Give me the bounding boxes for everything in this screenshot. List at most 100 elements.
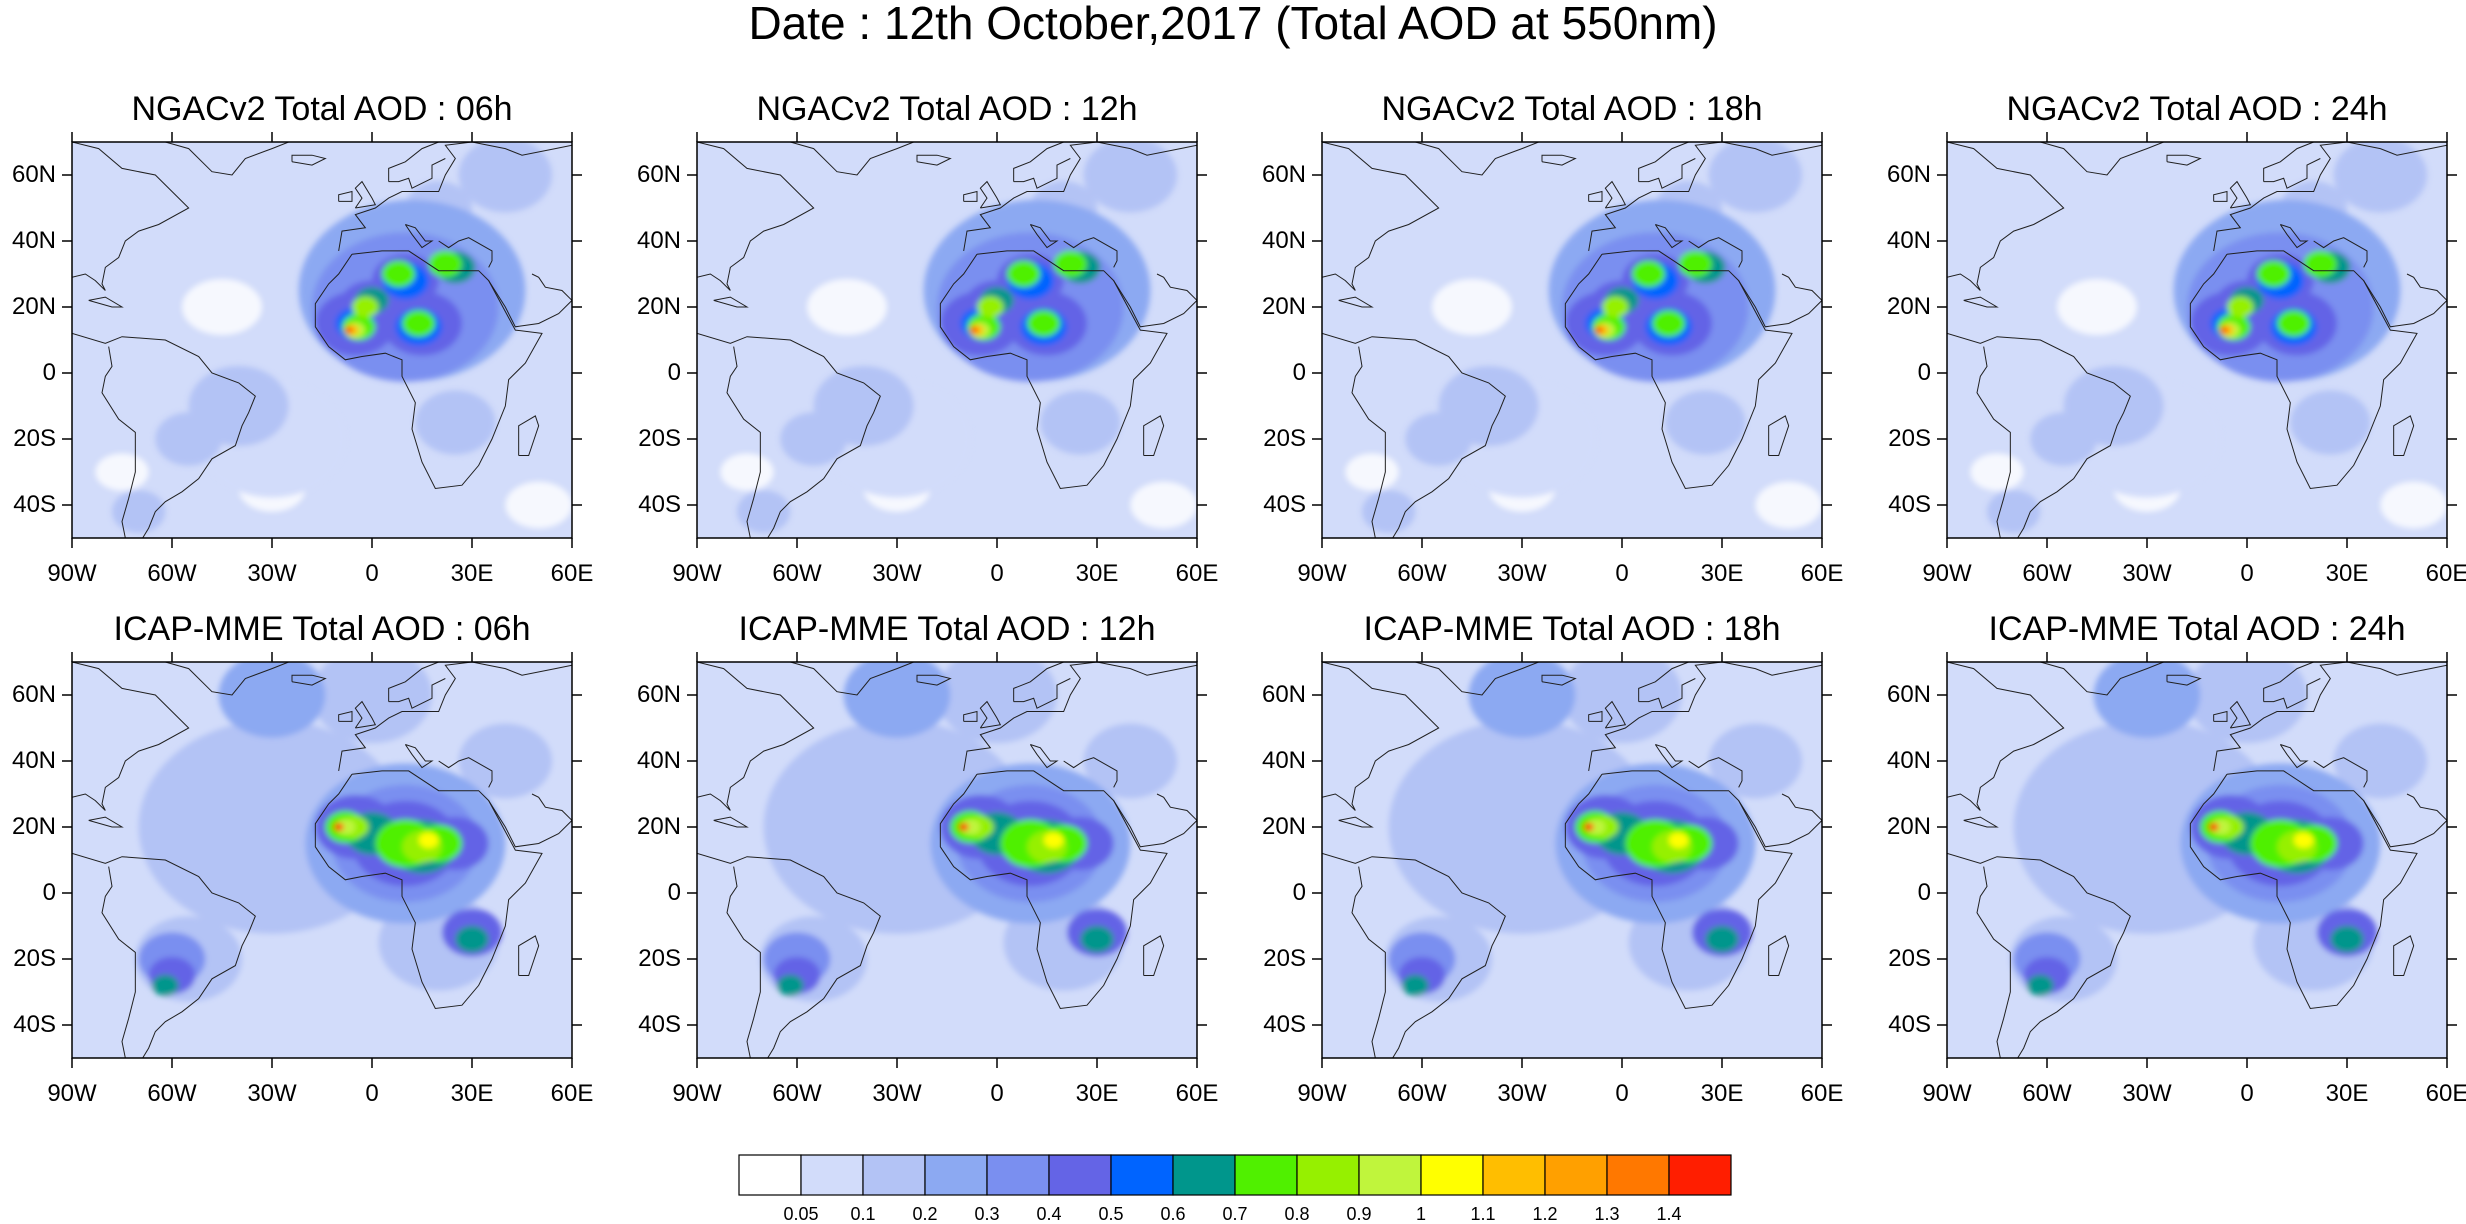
coastline (2229, 180, 2252, 209)
coastline (1588, 710, 1603, 722)
x-tick-label: 0 (990, 560, 1004, 587)
coastline (1963, 816, 1999, 828)
colorbar-swatch (1296, 1154, 1360, 1196)
colorbar-swatch (1482, 1154, 1546, 1196)
coastline (88, 296, 124, 308)
y-tick-label: 20N (1886, 293, 1931, 320)
coastline (291, 674, 327, 686)
y-tick-label: 20S (1263, 425, 1306, 452)
coastline (2263, 662, 2318, 702)
x-tick-label: 30W (2122, 560, 2172, 587)
coastline (2363, 273, 2447, 328)
y-tick-label: 40N (1261, 227, 1306, 254)
coastline (1113, 273, 1197, 328)
x-tick-label: 60E (2425, 1080, 2466, 1107)
colorbar-label: 1.3 (1594, 1204, 1620, 1224)
coastline (916, 154, 952, 166)
aod-field-cell (2293, 832, 2314, 849)
y-tick-label: 60N (636, 161, 681, 188)
y-tick-label: 40N (1886, 227, 1931, 254)
aod-field-cell (152, 974, 179, 997)
y-tick-label: 20S (638, 425, 681, 452)
y-tick-label: 20N (1261, 293, 1306, 320)
map-frame (696, 141, 1198, 539)
x-tick-label: 60W (1397, 560, 1447, 587)
aod-field-cell (2380, 481, 2447, 529)
x-tick-label: 0 (990, 1080, 1004, 1107)
y-tick-label: 60N (1886, 681, 1931, 708)
x-tick-label: 30W (2122, 1080, 2172, 1107)
coastline (1013, 142, 1068, 182)
aod-field-cell (1970, 453, 2024, 491)
x-tick-label: 0 (1615, 1080, 1629, 1107)
x-tick-label: 0 (365, 1080, 379, 1107)
y-tick-label: 0 (1292, 359, 1306, 386)
x-tick-label: 60W (1397, 1080, 1447, 1107)
panel-title: ICAP-MME Total AOD : 06h (113, 610, 531, 648)
aod-field-cell (155, 412, 222, 466)
aod-field-cell (2227, 296, 2254, 318)
y-tick-label: 40S (1263, 491, 1306, 518)
coastline (697, 332, 881, 538)
aod-field-cell (807, 279, 887, 335)
map-frame (1946, 661, 2448, 1059)
y-tick-label: 20N (636, 293, 681, 320)
y-tick-label: 0 (1917, 359, 1931, 386)
y-tick-label: 40N (636, 227, 681, 254)
y-tick-label: 20S (13, 945, 56, 972)
x-tick-label: 30W (1497, 1080, 1547, 1107)
colorbar-swatch (862, 1154, 926, 1196)
y-tick-label: 20S (638, 945, 681, 972)
aod-field-cell (1043, 832, 1064, 849)
colorbar-swatch (1606, 1154, 1670, 1196)
coastline (1338, 296, 1374, 308)
aod-field-cell (1083, 723, 1177, 799)
panel-title: NGACv2 Total AOD : 24h (2006, 90, 2388, 128)
y-tick-label: 20N (11, 813, 56, 840)
aod-field-cell (1080, 925, 1114, 953)
panel-title: NGACv2 Total AOD : 12h (756, 90, 1138, 128)
x-tick-label: 90W (1297, 560, 1347, 587)
aod-field-cell (2027, 974, 2054, 997)
coastline (404, 224, 434, 249)
x-tick-label: 30E (450, 560, 494, 587)
coastline (2189, 770, 2418, 1010)
x-tick-label: 60E (550, 560, 594, 587)
map-panel (62, 652, 582, 1068)
aod-field-cell (1362, 490, 1416, 533)
colorbar-label: 0.2 (912, 1204, 938, 1224)
y-tick-label: 60N (1261, 161, 1306, 188)
map-frame (71, 661, 573, 1059)
coastline (1947, 852, 2131, 1058)
coastline (2040, 142, 2164, 176)
coastline (1113, 793, 1197, 848)
colorbar-boxes (738, 1154, 1732, 1196)
coastline (388, 662, 443, 702)
aod-field-cell (780, 412, 847, 466)
colorbar-swatch (1668, 1154, 1732, 1196)
coastline (1013, 662, 1068, 702)
x-tick-label: 60E (2425, 560, 2466, 587)
coastline (2263, 142, 2318, 182)
aod-field-cell (958, 823, 969, 831)
aod-field-cell (1755, 481, 1822, 529)
coastline (72, 662, 190, 811)
coastline (165, 142, 289, 176)
aod-field-cell (455, 925, 489, 953)
colorbar-swatch (1544, 1154, 1608, 1196)
y-tick-label: 0 (1292, 879, 1306, 906)
aod-field-cell (2030, 412, 2097, 466)
coastline (1604, 700, 1627, 729)
aod-field-cell (2290, 390, 2371, 455)
coastline (72, 852, 256, 1058)
coastline (2393, 415, 2415, 456)
coastline (1541, 674, 1577, 686)
x-tick-label: 90W (1297, 1080, 1347, 1107)
coastline (388, 158, 446, 189)
coastline (697, 142, 815, 291)
y-tick-label: 60N (1261, 681, 1306, 708)
aod-field-cell (352, 296, 379, 318)
aod-field-cell (1668, 832, 1689, 849)
aod-field-cell (95, 453, 149, 491)
map-frame (71, 141, 573, 539)
